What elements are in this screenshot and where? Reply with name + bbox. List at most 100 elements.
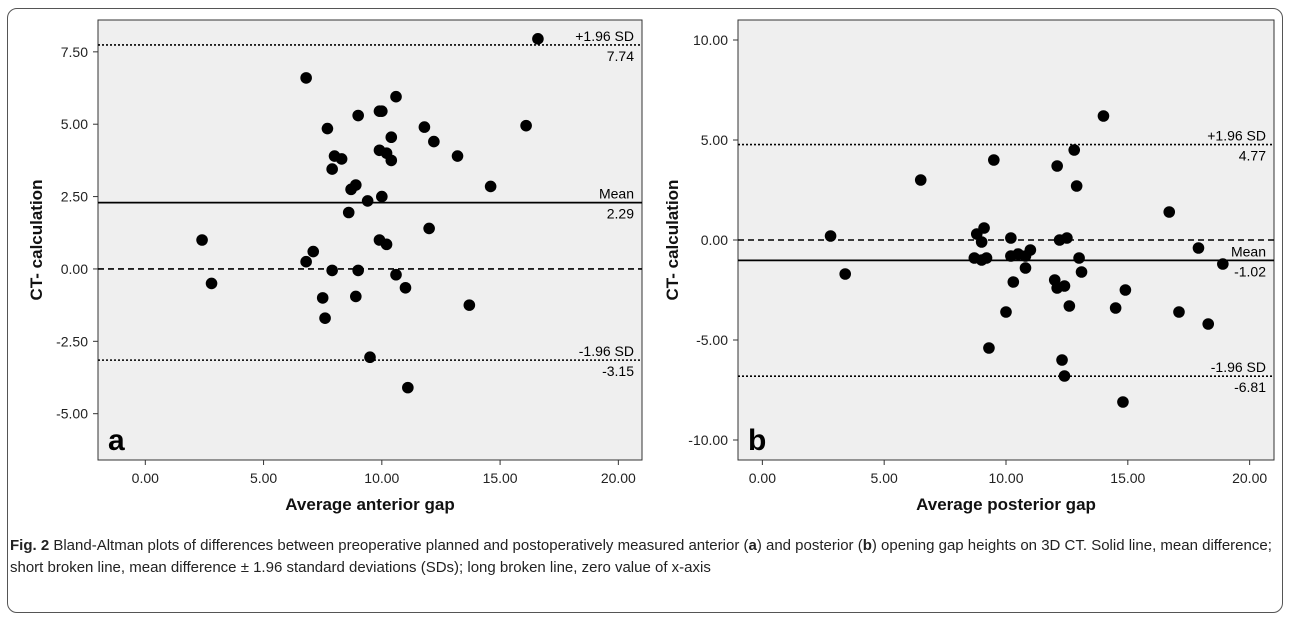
panel-b-ref-label: Mean: [1231, 243, 1266, 259]
panel-b-ref-label: -1.96 SD: [1211, 359, 1266, 375]
panel-b-y-tick-label: 0.00: [701, 232, 728, 248]
panel-a-data-point: [451, 150, 464, 162]
panel-b-data-point: [988, 154, 1000, 166]
panel-b-data-point: [1000, 306, 1012, 318]
panel-a-data-point: [300, 255, 312, 268]
panel-a-data-point: [350, 290, 362, 303]
panel-a-y-tick-label: 5.00: [61, 116, 88, 132]
panel-a-letter: a: [108, 424, 125, 457]
panel-b-data-point: [1019, 262, 1032, 274]
panel-a-data-point: [385, 131, 398, 144]
panel-b-data-point: [914, 174, 927, 186]
panel-a-x-tick-label: 0.00: [132, 470, 159, 486]
panel-a-x-tick-label: 5.00: [250, 470, 277, 486]
panel-a-y-axis-title: CT- calculation: [27, 180, 46, 301]
panel-a-data-point: [402, 381, 414, 394]
panel-b-data-point: [824, 230, 837, 242]
panel-b-data-point: [1119, 284, 1132, 296]
panel-b-data-point: [1061, 232, 1073, 244]
panel-b-data-point: [1051, 160, 1063, 172]
panel-a-y-tick-label: 7.50: [61, 44, 88, 60]
panel-a-ref-label: -1.96 SD: [579, 343, 634, 359]
panel-a-x-axis-title: Average anterior gap: [285, 495, 454, 514]
panel-a-y-tick-label: -5.00: [56, 406, 88, 422]
panel-a-x-tick-label: 15.00: [483, 470, 518, 486]
panel-a-data-point: [319, 312, 331, 324]
panel-a-data-point: [300, 72, 312, 84]
panel-b-data-point: [1068, 144, 1081, 156]
panel-a-ref-value-label: 7.74: [607, 48, 634, 64]
caption-text-3: ) opening gap heights on 3D CT. Solid li…: [10, 537, 1272, 576]
panel-b-x-axis-title: Average posterior gap: [916, 495, 1096, 514]
panel-a-ref-value-label: 2.29: [607, 206, 634, 222]
panel-a-data-point: [520, 119, 532, 132]
panel-b-x-tick-label: 15.00: [1110, 470, 1145, 486]
figure-label: Fig. 2: [10, 537, 50, 554]
panel-a-data-point: [196, 234, 208, 246]
panel-b-data-point: [1217, 258, 1229, 270]
panel-b-x-tick-label: 10.00: [988, 470, 1023, 486]
panel-b-data-point: [1109, 302, 1122, 314]
panel-b-data-point: [1056, 354, 1068, 366]
panel-a-data-point: [532, 33, 544, 45]
panel-a-data-point: [484, 180, 497, 193]
panel-a-ref-label: +1.96 SD: [575, 28, 634, 44]
panel-b-ref-value-label: -6.81: [1234, 379, 1266, 395]
panel-b-data-point: [1063, 300, 1076, 312]
panel-a-data-point: [376, 105, 388, 117]
panel-a-x-tick-label: 10.00: [364, 470, 399, 486]
panel-b-ref-value-label: -1.02: [1234, 263, 1266, 279]
panel-a-data-point: [376, 190, 388, 203]
panel-a-data-point: [350, 179, 362, 191]
panel-b-data-point: [1192, 242, 1205, 254]
panel-a-data-point: [364, 351, 376, 364]
caption-panel-a: a: [748, 537, 757, 554]
panel-a-x-tick-label: 20.00: [601, 470, 636, 486]
panel-b-data-point: [983, 342, 995, 354]
panel-a-data-point: [307, 245, 320, 258]
panel-a-data-point: [342, 206, 355, 219]
panel-b-x-tick-label: 20.00: [1232, 470, 1267, 486]
panel-b-y-axis-title: CT- calculation: [663, 180, 682, 301]
panel-b-data-point: [1073, 252, 1085, 264]
panel-b-data-point: [1163, 206, 1176, 218]
panel-a-data-point: [352, 109, 364, 122]
panel-a-data-point: [399, 281, 412, 294]
panel-a-data-point: [423, 222, 435, 235]
panel-a-y-tick-label: 0.00: [61, 261, 88, 277]
panel-a-data-point: [361, 195, 374, 207]
panel-a-data-point: [316, 292, 329, 304]
caption-text-2: ) and posterior (: [756, 537, 863, 554]
panel-a-data-point: [380, 238, 393, 251]
panel-b-x-tick-label: 0.00: [749, 470, 776, 486]
panel-a-data-point: [326, 163, 338, 175]
panel-b-letter: b: [748, 424, 766, 457]
panel-a-data-point: [390, 268, 402, 281]
panel-b-data-point: [1173, 306, 1185, 318]
panel-b-data-point: [1075, 266, 1088, 278]
panel-b-ref-value-label: 4.77: [1239, 148, 1266, 164]
panel-a-plot-area: [97, 19, 643, 461]
panel-a-data-point: [352, 264, 364, 277]
panel-b-data-point: [978, 222, 990, 234]
panel-a-data-point: [335, 153, 348, 165]
panel-a-data-point: [463, 299, 476, 311]
panel-a-y-tick-label: -2.50: [56, 333, 88, 349]
panel-b-y-tick-label: -10.00: [688, 432, 728, 448]
panel-a-ref-label: Mean: [599, 186, 634, 202]
panel-b-data-point: [1117, 396, 1129, 408]
panel-a-ref-value-label: -3.15: [602, 363, 634, 379]
panel-a-data-point: [326, 264, 338, 277]
figure-caption: Fig. 2 Bland-Altman plots of differences…: [10, 535, 1278, 579]
panel-a-data-point: [321, 122, 334, 135]
panel-b-data-point: [980, 252, 993, 264]
caption-text-1: Bland-Altman plots of differences betwee…: [49, 537, 749, 554]
panel-b-y-tick-label: 5.00: [701, 132, 728, 148]
panel-b-data-point: [1097, 110, 1110, 122]
panel-a-y-tick-label: 2.50: [61, 189, 88, 205]
panel-b-data-point: [1058, 370, 1071, 382]
panel-a-data-point: [390, 90, 402, 103]
panel-a-data-point: [205, 277, 218, 290]
panel-b-data-point: [1007, 276, 1020, 288]
